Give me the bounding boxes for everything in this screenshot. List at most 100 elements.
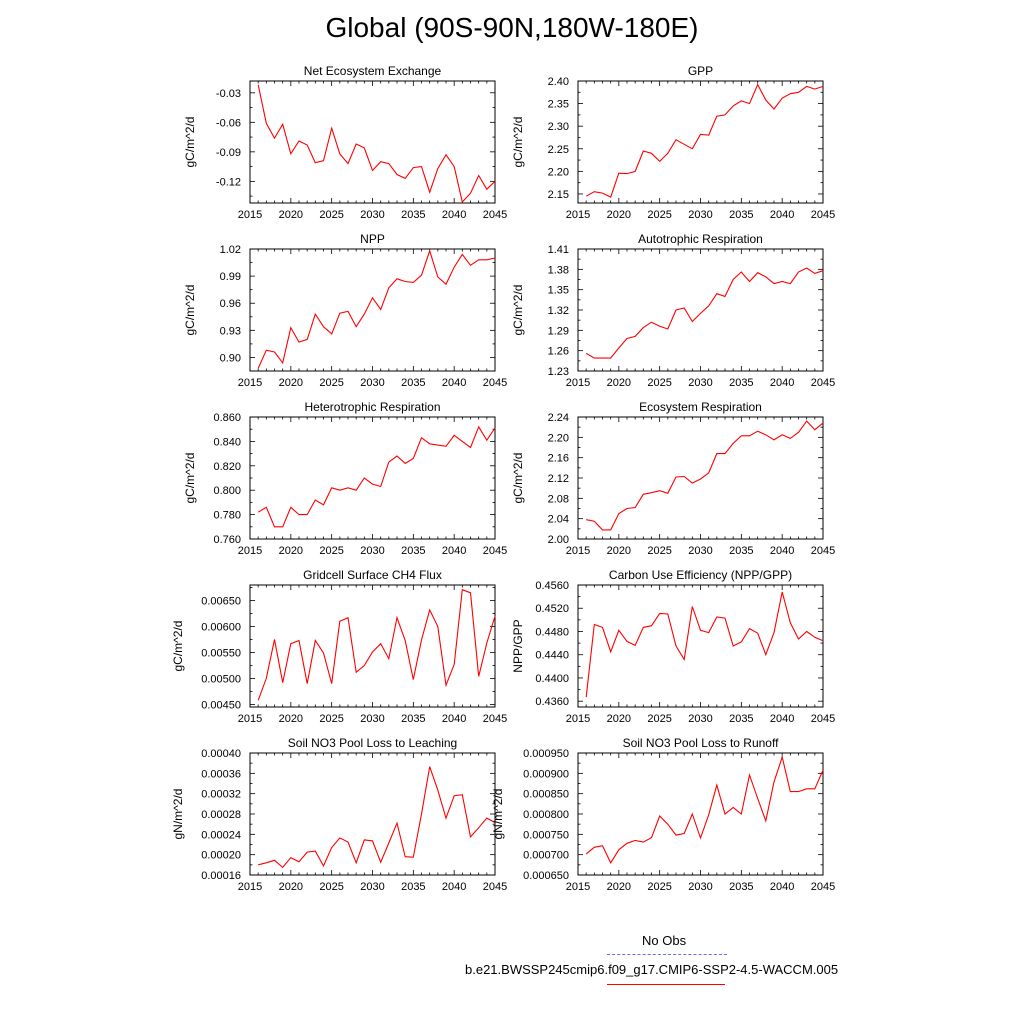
y-axis-label: gC/m^2/d: [183, 285, 197, 336]
x-tick-label: 2040: [442, 881, 466, 893]
x-tick-label: 2045: [483, 713, 507, 725]
x-tick-label: 2025: [319, 545, 343, 557]
y-tick-label: 2.16: [548, 453, 569, 465]
y-tick-label: 1.02: [220, 244, 241, 256]
series-line: [257, 588, 496, 701]
y-axis-label: gN/m^2/d: [171, 789, 185, 840]
y-axis-label: gC/m^2/d: [183, 117, 197, 168]
x-tick-label: 2040: [770, 713, 794, 725]
x-tick-label: 2035: [401, 209, 425, 221]
x-tick-label: 2025: [319, 881, 343, 893]
x-tick-label: 2030: [360, 881, 384, 893]
panel-1: Net Ecosystem Exchange 2015 2020 2025 2030 20…: [183, 64, 507, 221]
x-tick-label: 2015: [566, 881, 590, 893]
x-tick-label: 2015: [238, 209, 262, 221]
x-tick-label: 2020: [279, 209, 303, 221]
y-tick-label: 0.00040: [201, 748, 241, 760]
y-tick-label: 0.00550: [201, 647, 241, 659]
x-tick-label: 2030: [688, 713, 712, 725]
y-tick-label: 0.00028: [201, 809, 241, 821]
y-tick-label: 1.38: [548, 264, 569, 276]
legend: No Obs b.e21.BWSSP245cmip6.f09_g17.CMIP6…: [0, 930, 1024, 990]
y-tick-label: 0.760: [213, 534, 241, 546]
x-tick-label: 2040: [770, 881, 794, 893]
y-tick-label: 0.820: [213, 461, 241, 473]
x-tick-label: 2030: [688, 545, 712, 557]
y-tick-label: -0.06: [216, 117, 241, 129]
x-tick-label: 2025: [647, 713, 671, 725]
y-tick-label: 2.24: [548, 412, 569, 424]
x-tick-label: 2040: [442, 377, 466, 389]
legend-obs-line: [607, 954, 727, 955]
x-tick-label: 2020: [607, 209, 631, 221]
panel-title: Ecosystem Respiration: [639, 400, 762, 414]
x-tick-label: 2020: [279, 881, 303, 893]
x-tick-label: 2045: [483, 377, 507, 389]
y-tick-label: 0.4360: [535, 696, 569, 708]
series-line: [585, 591, 824, 698]
x-tick-label: 2025: [319, 209, 343, 221]
panel-6: Ecosystem Respiration 2015 2020 2025 2030 203…: [511, 400, 835, 557]
x-tick-label: 2035: [729, 545, 753, 557]
x-tick-label: 2025: [319, 713, 343, 725]
x-tick-label: 2035: [401, 881, 425, 893]
panel-7: Gridcell Surface CH4 Flux 2015 2020 2025 203…: [171, 568, 507, 725]
y-axis-label: NPP/GPP: [511, 619, 525, 672]
y-tick-label: 2.30: [548, 121, 569, 133]
x-tick-label: 2020: [279, 713, 303, 725]
y-tick-label: 0.00036: [201, 768, 241, 780]
y-tick-label: 0.000750: [523, 829, 569, 841]
y-axis-label: gC/m^2/d: [511, 453, 525, 504]
y-axis-label: gC/m^2/d: [511, 117, 525, 168]
y-tick-label: 0.00450: [201, 699, 241, 711]
y-tick-label: -0.09: [216, 147, 241, 159]
panel-title: Heterotrophic Respiration: [304, 400, 440, 414]
y-tick-label: 1.29: [548, 325, 569, 337]
y-tick-label: 0.96: [220, 298, 241, 310]
x-tick-label: 2040: [442, 209, 466, 221]
x-tick-label: 2035: [729, 881, 753, 893]
y-tick-label: 0.000900: [523, 768, 569, 780]
y-tick-label: 1.26: [548, 346, 569, 358]
panel-8: Carbon Use Efficiency (NPP/GPP) 2015 2020 2…: [511, 568, 835, 725]
y-tick-label: 2.15: [548, 189, 569, 201]
x-tick-label: 2035: [729, 377, 753, 389]
y-tick-label: 0.000850: [523, 789, 569, 801]
y-tick-label: 0.860: [213, 412, 241, 424]
y-tick-label: 0.4520: [535, 603, 569, 615]
y-tick-label: 0.4480: [535, 626, 569, 638]
y-tick-label: -0.03: [216, 88, 241, 100]
plot-frame: [249, 416, 496, 540]
plot-frame: [577, 584, 824, 708]
legend-obs-label: No Obs: [642, 933, 687, 948]
y-tick-label: 0.00020: [201, 850, 241, 862]
x-tick-label: 2015: [238, 713, 262, 725]
x-tick-label: 2035: [401, 713, 425, 725]
series-line: [586, 420, 824, 531]
series-line: [585, 83, 824, 198]
panel-5: Heterotrophic Respiration 2015 2020 2025 203…: [183, 400, 507, 557]
x-tick-label: 2025: [647, 209, 671, 221]
x-tick-label: 2015: [566, 545, 590, 557]
panel-title: Soil NO3 Pool Loss to Leaching: [288, 736, 457, 750]
x-tick-label: 2045: [811, 545, 835, 557]
x-tick-label: 2035: [729, 713, 753, 725]
panel-9: Soil NO3 Pool Loss to Leaching 2015 2020 20…: [171, 736, 507, 893]
series-line: [258, 766, 496, 869]
series-line: [585, 267, 824, 359]
series-line: [257, 425, 496, 528]
y-tick-label: 0.00016: [201, 870, 241, 882]
y-axis-label: gC/m^2/d: [511, 285, 525, 336]
x-tick-label: 2045: [811, 209, 835, 221]
x-tick-label: 2020: [279, 545, 303, 557]
x-tick-label: 2030: [360, 209, 384, 221]
y-tick-label: 0.00024: [201, 829, 241, 841]
x-tick-label: 2045: [483, 545, 507, 557]
x-tick-label: 2035: [401, 377, 425, 389]
y-tick-label: 1.32: [548, 305, 569, 317]
x-tick-label: 2020: [607, 881, 631, 893]
series-line: [257, 84, 496, 204]
figure-title: Global (90S-90N,180W-180E): [325, 12, 699, 43]
x-tick-label: 2030: [360, 545, 384, 557]
x-tick-label: 2015: [238, 545, 262, 557]
